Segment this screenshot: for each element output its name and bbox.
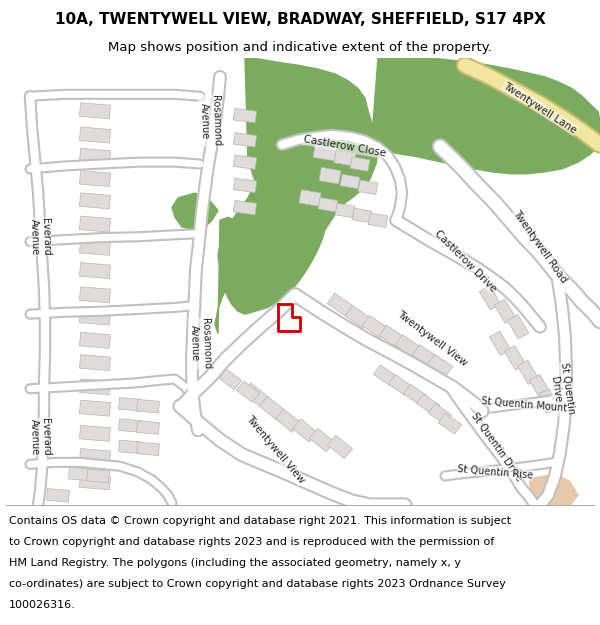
Bar [340,174,360,189]
Bar [218,369,242,389]
Bar [352,208,372,222]
Bar [334,151,356,166]
Bar [86,469,109,482]
Polygon shape [218,58,378,314]
Bar [292,419,317,442]
Text: Map shows position and indicative extent of the property.: Map shows position and indicative extent… [108,41,492,54]
Bar [79,332,110,348]
Bar [79,474,110,490]
Bar [79,239,110,256]
Bar [79,354,110,371]
Bar [137,421,160,434]
Bar [328,435,353,459]
Bar [79,262,110,279]
Text: Twentywell View: Twentywell View [395,309,469,368]
Bar [119,398,142,411]
Bar [439,413,461,434]
Bar [428,404,452,424]
Polygon shape [215,217,242,334]
Bar [79,171,110,187]
Bar [358,180,378,194]
Text: to Crown copyright and database rights 2023 and is reproduced with the permissio: to Crown copyright and database rights 2… [9,537,494,547]
Bar [233,201,257,215]
Text: Twentywell Lane: Twentywell Lane [502,81,578,136]
Bar [137,442,160,456]
Bar [259,396,284,420]
Text: Everard
Avenue: Everard Avenue [29,418,52,456]
Bar [275,409,301,432]
Bar [137,399,160,413]
Bar [79,127,110,143]
Text: Castlerow Close: Castlerow Close [303,134,387,159]
Bar [68,468,91,481]
Bar [327,293,353,316]
Bar [517,360,539,384]
Bar [319,168,341,184]
Bar [427,354,453,377]
Bar [350,157,370,171]
Text: Rosamond
Avenue: Rosamond Avenue [199,94,221,146]
Bar [79,148,110,164]
Text: St Quentin Drive: St Quentin Drive [470,411,524,483]
Bar [416,394,440,414]
Bar [79,449,110,464]
Bar [395,335,421,357]
Bar [233,132,257,147]
Bar [412,344,438,367]
Bar [79,287,110,303]
Text: St Quentin Mount: St Quentin Mount [481,396,567,413]
Bar [79,425,110,441]
Bar [79,216,110,232]
Bar [508,314,529,339]
Bar [79,102,110,119]
Bar [242,383,268,406]
Text: 100026316.: 100026316. [9,600,76,610]
Bar [539,389,557,413]
Bar [373,365,397,386]
Text: HM Land Registry. The polygons (including the associated geometry, namely x, y: HM Land Registry. The polygons (includin… [9,558,461,568]
Bar [119,419,142,432]
Bar [490,331,511,356]
Bar [236,381,260,402]
Bar [529,375,551,399]
Text: Twentywell Road: Twentywell Road [511,208,569,284]
Text: Castlerow Drive: Castlerow Drive [432,228,498,294]
Bar [310,428,335,452]
Bar [388,374,412,395]
Bar [403,384,427,405]
Bar [233,155,257,169]
Bar [233,108,257,123]
Polygon shape [530,474,578,505]
Bar [79,309,110,325]
Polygon shape [370,58,600,174]
Text: Everard
Avenue: Everard Avenue [29,217,52,256]
Bar [335,203,355,217]
Text: Contains OS data © Crown copyright and database right 2021. This information is : Contains OS data © Crown copyright and d… [9,516,511,526]
Bar [494,299,515,323]
Bar [79,379,110,395]
Bar [119,440,142,454]
Bar [47,489,70,502]
Bar [479,286,500,310]
Text: 10A, TWENTYWELL VIEW, BRADWAY, SHEFFIELD, S17 4PX: 10A, TWENTYWELL VIEW, BRADWAY, SHEFFIELD… [55,11,545,26]
Bar [345,306,371,328]
Bar [79,400,110,416]
Polygon shape [172,193,218,230]
Bar [362,316,388,338]
Bar [233,178,257,192]
Text: co-ordinates) are subject to Crown copyright and database rights 2023 Ordnance S: co-ordinates) are subject to Crown copyr… [9,579,506,589]
Bar [505,346,526,370]
Text: St Quentin Rise: St Quentin Rise [457,464,533,481]
Bar [368,213,388,228]
Bar [299,189,321,206]
Bar [313,144,337,161]
Bar [318,198,338,212]
Bar [79,193,110,209]
Bar [379,325,405,348]
Text: Rosamond
Avenue: Rosamond Avenue [188,318,212,369]
Text: Twentywell View: Twentywell View [244,414,306,486]
Text: St Quentin
Drive: St Quentin Drive [548,361,577,416]
